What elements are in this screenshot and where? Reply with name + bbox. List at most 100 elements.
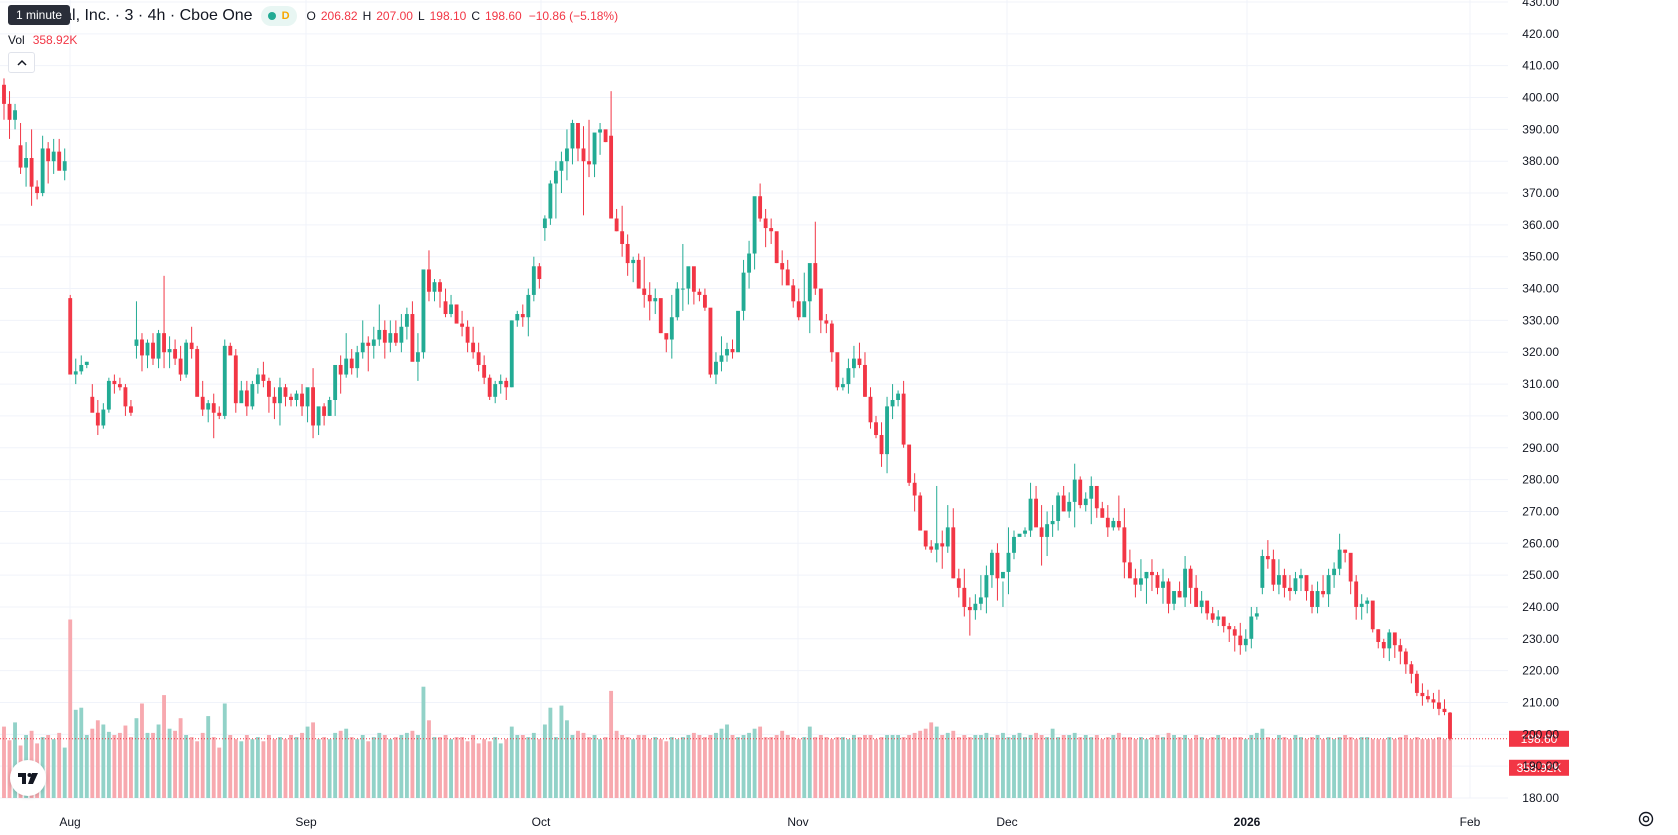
volume-bar — [1332, 739, 1337, 798]
volume-bar — [614, 730, 619, 798]
price-tick-label: 250.00 — [1522, 568, 1559, 582]
candle-body — [322, 406, 327, 416]
candle-body — [173, 349, 178, 359]
volume-bar — [1398, 737, 1403, 798]
close-value: 198.60 — [485, 9, 522, 23]
volume-bar — [537, 739, 542, 798]
volume-bar — [631, 739, 636, 798]
price-tick-label: 220.00 — [1522, 664, 1559, 678]
chevron-up-icon — [16, 59, 27, 66]
candle-body — [553, 170, 558, 184]
volume-value: 358.92K — [32, 33, 78, 47]
time-axis[interactable]: Aug Sep Oct Nov Dec 2026 Feb — [59, 815, 1480, 829]
candle-body — [537, 266, 542, 280]
candle-body — [244, 390, 249, 407]
candle-body — [73, 371, 78, 375]
volume-bar — [101, 724, 106, 798]
candle-body — [515, 314, 520, 321]
volume-bar — [658, 739, 663, 798]
volume-bar — [818, 735, 823, 798]
candle-body — [1205, 600, 1210, 614]
candle-body — [178, 358, 183, 375]
candle-body — [863, 364, 867, 397]
volume-bar — [1216, 735, 1221, 798]
volume-bar — [393, 737, 398, 798]
volume-bar — [796, 739, 801, 798]
volume-bar — [129, 737, 133, 798]
tradingview-logo[interactable] — [10, 760, 46, 796]
candle-body — [526, 294, 531, 318]
candle-body — [1056, 495, 1061, 521]
candle-body — [1403, 651, 1408, 665]
volume-bar — [785, 735, 790, 798]
volume-bar — [1282, 737, 1287, 798]
price-tick-label: 290.00 — [1522, 441, 1559, 455]
candle-body — [929, 546, 934, 550]
volume-bar — [344, 728, 349, 798]
volume-bar — [1420, 739, 1425, 798]
candle-body — [752, 196, 757, 254]
volume-bar — [1050, 728, 1055, 798]
volume-bar — [112, 735, 117, 798]
price-tick-label: 400.00 — [1522, 91, 1559, 105]
candle-body — [675, 288, 680, 318]
candle-body — [233, 355, 238, 404]
volume-bar — [962, 735, 967, 798]
chart-settings-button[interactable] — [1636, 809, 1656, 829]
candle-body — [918, 495, 923, 531]
volume-bar — [526, 737, 531, 798]
open-value: 206.82 — [320, 9, 358, 23]
volume-bar — [1138, 737, 1143, 798]
candle-body — [868, 396, 873, 423]
volume-bar — [482, 739, 487, 798]
candle-body — [217, 412, 222, 416]
candle-body — [885, 406, 889, 455]
market-status-pill[interactable]: D — [260, 6, 297, 26]
candle-body — [570, 122, 575, 149]
volume-bar — [184, 735, 189, 798]
candle-body — [504, 380, 509, 388]
volume-bar — [620, 735, 625, 798]
volume-bar — [7, 740, 12, 798]
candle-body — [123, 387, 128, 407]
candle-body — [421, 269, 426, 353]
volume-bar — [471, 735, 476, 798]
candle-body — [940, 543, 945, 547]
time-tick-label: Sep — [295, 815, 317, 829]
volume-bar — [151, 732, 155, 798]
candle-body — [879, 435, 884, 455]
volume-bar — [1205, 739, 1210, 798]
volume-bar — [498, 743, 503, 798]
candle-body — [603, 129, 608, 143]
volume-bar — [598, 739, 602, 798]
volume-bar — [664, 741, 669, 798]
volume-bar — [140, 703, 144, 798]
volume-bar — [1072, 732, 1077, 798]
volume-bar — [1409, 739, 1414, 798]
candle-body — [250, 384, 255, 407]
volume-bar — [432, 737, 437, 798]
collapse-legend-button[interactable] — [8, 52, 35, 73]
candle-body — [852, 358, 856, 369]
volume-bar — [283, 739, 288, 798]
volume-bar — [1442, 739, 1447, 798]
candle-body — [206, 403, 211, 410]
volume-bar — [824, 737, 829, 798]
volume-bar — [156, 724, 161, 798]
candle-body — [1387, 632, 1392, 649]
volume-bar — [421, 686, 426, 798]
volume-bar — [1254, 732, 1259, 798]
candle-body — [101, 409, 106, 426]
volume-bar — [1017, 732, 1022, 798]
candle-body — [465, 326, 470, 343]
candle-body — [1023, 530, 1027, 534]
volume-bar — [741, 735, 746, 798]
volume-bar — [956, 737, 961, 798]
candle-body — [1138, 578, 1143, 585]
volume-bar — [1023, 737, 1027, 798]
last-volume-label: 358.92K — [1517, 761, 1562, 775]
candle-body — [978, 597, 983, 604]
volume-bar — [752, 728, 757, 798]
price-axis[interactable]: 430.00 420.00 410.00 400.00 390.00 380.00 370.… — [1522, 0, 1559, 805]
